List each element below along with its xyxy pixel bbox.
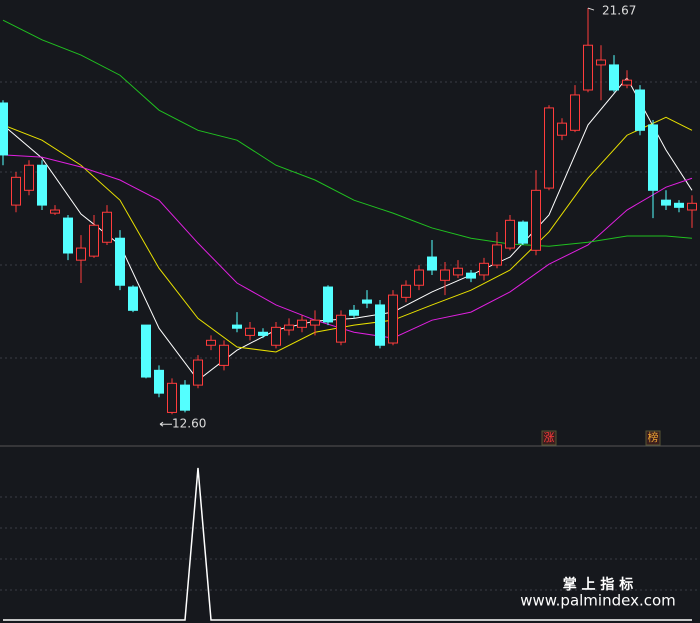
candle-body [128, 286, 138, 311]
candle-body [544, 107, 554, 189]
candle-body [609, 64, 619, 91]
candle-body [37, 164, 47, 206]
candle-body [453, 267, 463, 276]
candle-body [284, 324, 294, 331]
candle-body [518, 221, 528, 244]
candle-body [661, 199, 671, 206]
candle-body [206, 339, 216, 346]
candle-body [232, 324, 242, 329]
candle-body [0, 102, 8, 156]
watermark-url: www.palmindex.com [520, 592, 676, 610]
marker: 榜 [648, 430, 659, 444]
indicator-line [3, 467, 692, 621]
candle-body [531, 189, 541, 251]
candle-body [271, 326, 281, 346]
candle-body [297, 319, 307, 328]
candle-body [24, 164, 34, 191]
candle-body [375, 304, 385, 346]
candle-body [180, 384, 190, 411]
candle-body [479, 262, 489, 276]
candle-body [570, 94, 580, 131]
marks: 21.67 12.60 涨 榜 [0, 4, 697, 621]
candle-body [154, 369, 164, 394]
candle-body [245, 327, 255, 336]
annotation: 21.67 [602, 4, 636, 18]
candle-body [388, 294, 398, 344]
candle-body [219, 344, 229, 366]
candle-body [76, 247, 86, 261]
candle-body [674, 202, 684, 208]
candle-body [102, 211, 112, 243]
candle-body [622, 79, 632, 86]
annotation-leader [587, 7, 595, 11]
candle-body [648, 124, 658, 191]
annotation: 12.60 [172, 417, 206, 431]
candle-body [167, 382, 177, 413]
ma-line [2, 154, 693, 339]
candle-body [63, 217, 73, 254]
candle-body [141, 324, 151, 378]
candle-body [583, 44, 593, 91]
candle-body [427, 256, 437, 271]
candle-body [466, 272, 476, 279]
candle-body [362, 299, 372, 304]
candle-body [336, 314, 346, 343]
candle-body [401, 284, 411, 298]
marker-box [541, 430, 557, 446]
marker: 涨 [544, 431, 555, 444]
ma-line [2, 116, 693, 353]
candle-body [193, 359, 203, 386]
candle-body [414, 269, 424, 286]
ma-line [2, 19, 693, 247]
candle-body [258, 331, 268, 336]
candle-body [687, 202, 697, 211]
candle-body [89, 224, 99, 257]
candle-body [492, 244, 502, 266]
candle-body [115, 237, 125, 286]
watermark-title: 掌 上 指 标 [563, 576, 634, 593]
candle-body [310, 319, 320, 326]
candle-body [596, 59, 606, 66]
candle-body [323, 286, 333, 323]
candle-body [349, 309, 359, 316]
candle-body [505, 219, 515, 249]
candle-body [11, 176, 21, 206]
candle-body [557, 122, 567, 136]
annotation-arrow [159, 421, 172, 427]
candle-body [50, 209, 60, 214]
marker-box [645, 430, 661, 446]
candle-body [440, 269, 450, 281]
candle-body [635, 89, 645, 131]
